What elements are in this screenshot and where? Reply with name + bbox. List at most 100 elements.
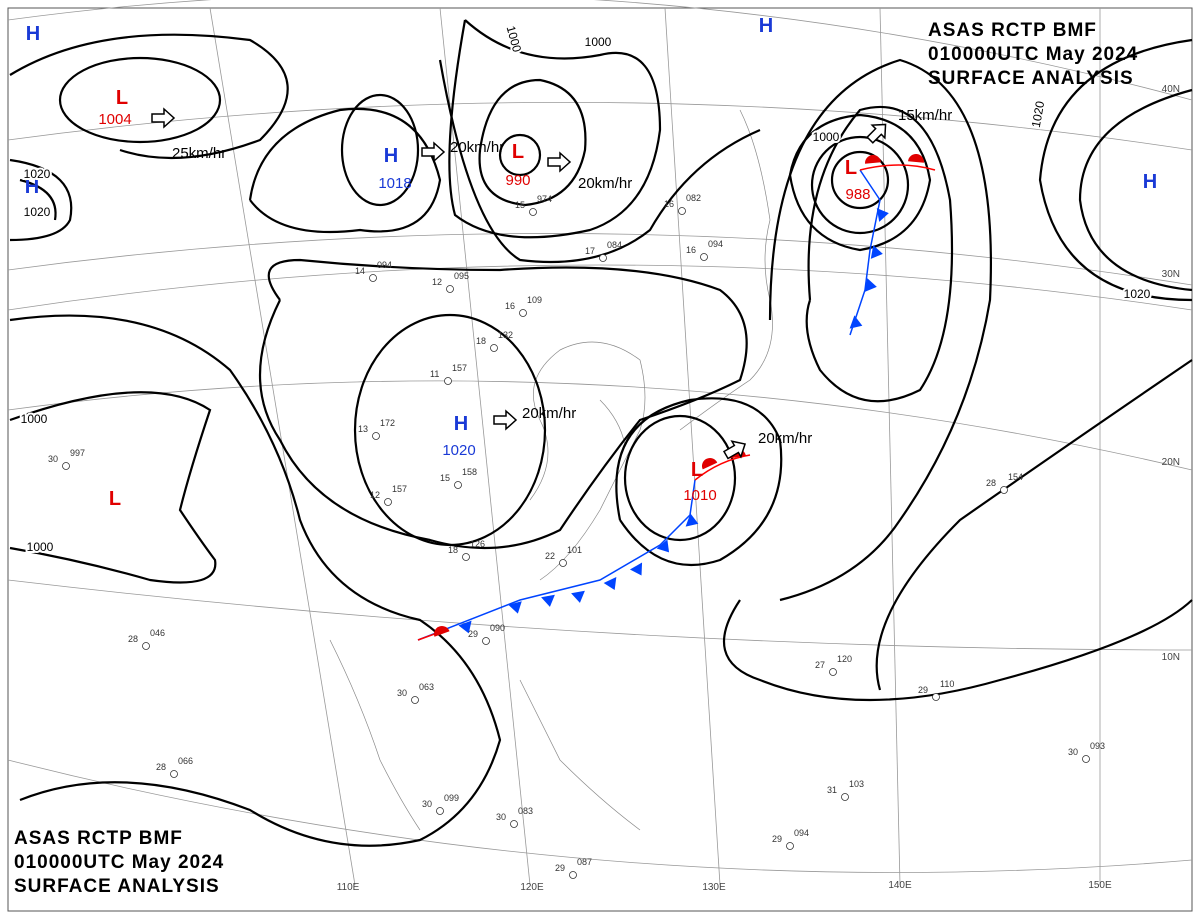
station-circle — [436, 807, 444, 815]
cold-front-symbol — [603, 577, 617, 590]
station-temp: 17 — [585, 246, 595, 256]
cold-front-symbol — [571, 590, 585, 603]
station-temp: 30 — [496, 812, 506, 822]
station-pressure: 063 — [419, 682, 434, 692]
station-circle — [142, 642, 150, 650]
center-symbol: H — [384, 145, 398, 167]
warm-front-symbol — [908, 154, 924, 163]
header-station: ASAS RCTP BMF — [928, 20, 1097, 41]
cold-front-symbol — [656, 539, 670, 553]
station-pressure: 126 — [470, 539, 485, 549]
movement-label: 20km/hr — [578, 175, 632, 192]
station-pressure: 101 — [567, 545, 582, 555]
station-temp: 31 — [827, 785, 837, 795]
station-temp: 12 — [432, 277, 442, 287]
station-pressure: 095 — [454, 271, 469, 281]
station-temp: 13 — [358, 424, 368, 434]
station-temp: 18 — [448, 545, 458, 555]
isobar-label: 1020 — [24, 205, 51, 219]
station-temp: 29 — [918, 685, 928, 695]
center-symbol: H — [454, 413, 468, 435]
station-pressure: 997 — [70, 448, 85, 458]
station-pressure: 087 — [577, 857, 592, 867]
map-frame — [7, 7, 1193, 912]
station-temp: 15 — [440, 473, 450, 483]
graticule — [7, 0, 1193, 886]
fronts — [417, 154, 936, 641]
latitude-label: 20N — [1162, 457, 1180, 468]
station-temp: 28 — [128, 634, 138, 644]
station-circle — [1000, 486, 1008, 494]
station-circle — [786, 842, 794, 850]
station-circle — [444, 377, 452, 385]
station-temp: 28 — [156, 762, 166, 772]
station-pressure: 094 — [794, 828, 809, 838]
cold-front-symbol — [876, 208, 889, 222]
cold-front-symbol — [849, 315, 863, 329]
station-temp: 30 — [397, 688, 407, 698]
station-pressure: 154 — [1008, 472, 1023, 482]
station-circle — [369, 274, 377, 282]
station-pressure: 094 — [377, 260, 392, 270]
center-symbol: L — [116, 87, 128, 109]
station-circle — [829, 668, 837, 676]
movement-arrow — [151, 107, 176, 129]
station-circle — [559, 559, 567, 567]
warm-front-symbol — [434, 626, 450, 637]
warm-front-symbol — [865, 155, 881, 164]
station-circle — [384, 498, 392, 506]
station-circle — [841, 793, 849, 801]
longitude-label: 120E — [520, 882, 544, 893]
movement-arrow — [722, 440, 747, 460]
station-pressure: 084 — [607, 240, 622, 250]
movement-label: 20km/hr — [758, 430, 812, 447]
station-pressure: 066 — [178, 756, 193, 766]
isobar-label: 1000 — [21, 412, 48, 426]
footer-time: 010000UTC May 2024 — [14, 852, 224, 873]
latitude-label: 10N — [1162, 652, 1180, 663]
center-pressure: 1018 — [378, 175, 411, 192]
center-symbol: H — [1143, 171, 1157, 193]
cold-front-symbol — [870, 245, 883, 259]
station-pressure: 093 — [1090, 741, 1105, 751]
station-pressure: 099 — [444, 793, 459, 803]
center-pressure: 990 — [505, 172, 530, 189]
cold-front-symbol — [629, 562, 643, 576]
movement-label: 25km/hr — [172, 145, 226, 162]
cold-front-symbol — [864, 278, 877, 292]
station-temp: 30 — [422, 799, 432, 809]
station-pressure: 158 — [462, 467, 477, 477]
movement-label: 20km/hr — [450, 139, 504, 156]
station-pressure: 109 — [527, 295, 542, 305]
station-pressure: 120 — [837, 654, 852, 664]
cold-front-symbol — [541, 594, 555, 607]
cold-front-symbol — [508, 601, 522, 614]
station-circle — [932, 693, 940, 701]
footer-product: SURFACE ANALYSIS — [14, 876, 220, 897]
station-circle — [569, 871, 577, 879]
movement-arrow — [547, 151, 572, 173]
station-temp: 29 — [555, 863, 565, 873]
station-temp: 15 — [515, 200, 525, 210]
movement-arrows — [151, 107, 887, 460]
station-circle — [599, 254, 607, 262]
footer-station: ASAS RCTP BMF — [14, 828, 183, 849]
center-symbol: L — [845, 157, 857, 179]
movement-label: 15km/hr — [898, 107, 952, 124]
station-circle — [490, 344, 498, 352]
center-symbol: L — [109, 488, 121, 510]
center-symbol: L — [512, 141, 524, 163]
center-pressure: 1020 — [442, 442, 475, 459]
station-pressure: 046 — [150, 628, 165, 638]
isobar-label: 1000 — [813, 130, 840, 144]
station-temp: 14 — [355, 266, 365, 276]
cold-front-symbol — [685, 513, 699, 527]
movement-arrow — [493, 409, 518, 431]
station-circle — [372, 432, 380, 440]
movement-arrow — [866, 123, 887, 144]
station-circle — [462, 553, 470, 561]
station-pressure: 157 — [392, 484, 407, 494]
station-circle — [170, 770, 178, 778]
station-circle — [446, 285, 454, 293]
longitude-label: 140E — [888, 880, 912, 891]
